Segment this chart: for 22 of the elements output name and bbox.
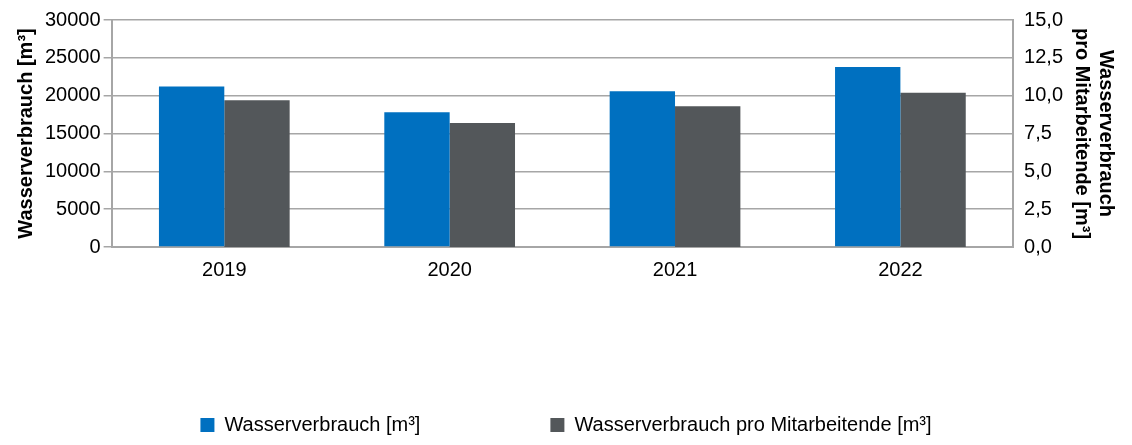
y2-tick-label: 7,5 — [1024, 121, 1052, 144]
legend-label: Wasserverbrauch pro Mitarbeitende [m³] — [574, 412, 932, 435]
y-tick-label: 0 — [89, 234, 101, 257]
y2-tick-label: 10,0 — [1024, 83, 1064, 106]
y-axis-title: Wasserverbrauch [m³] — [13, 28, 36, 239]
x-tick-label: 2019 — [202, 257, 247, 280]
x-tick-label: 2021 — [652, 257, 698, 280]
y-tick-label: 30000 — [44, 7, 101, 30]
x-tick-label: 2022 — [878, 257, 923, 280]
y2-tick-label: 0,0 — [1024, 234, 1052, 257]
y2-tick-label: 5,0 — [1024, 158, 1052, 181]
y2-tick-label: 12,5 — [1024, 45, 1064, 68]
y-tick-label: 5000 — [56, 196, 101, 219]
y2-tick-label: 2,5 — [1024, 196, 1052, 219]
y2-tick-label: 15,0 — [1024, 7, 1064, 30]
y-tick-label: 25000 — [44, 45, 101, 68]
y-tick-label: 10000 — [44, 158, 101, 181]
y2-axis-title: Wasserverbrauch pro Mitarbeitende [m³] — [1072, 27, 1119, 240]
y-tick-label: 20000 — [44, 83, 101, 106]
x-tick-label: 2020 — [427, 257, 472, 280]
legend-label: Wasserverbrauch [m³] — [224, 412, 421, 435]
y-tick-label: 15000 — [44, 121, 101, 144]
